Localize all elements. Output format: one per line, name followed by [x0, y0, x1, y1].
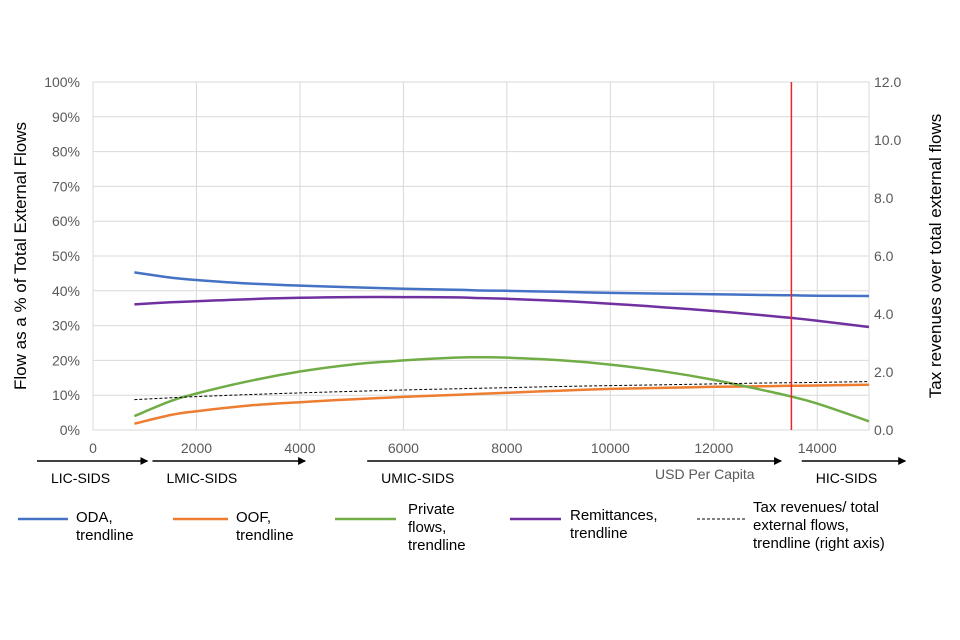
- y-right-tick-label: 0.0: [874, 422, 894, 438]
- x-tick-label: 14000: [798, 440, 837, 456]
- series-line-oof: [134, 383, 870, 425]
- legend-label-line: Private: [408, 501, 455, 518]
- y-right-tick-label: 4.0: [874, 306, 894, 322]
- y-left-tick-label: 40%: [52, 283, 80, 299]
- y-left-tick-label: 50%: [52, 248, 80, 264]
- y-left-tick-label: 30%: [52, 318, 80, 334]
- x-tick-label: 0: [89, 440, 97, 456]
- gridlines: [92, 81, 870, 431]
- legend-label-line: ODA,: [76, 509, 113, 526]
- y-right-tick-labels: 0.0 2.0 4.0 6.0 8.0 10.0 12.0: [874, 74, 901, 438]
- y-left-tick-label: 60%: [52, 213, 80, 229]
- legend-label-tax-revenues: Tax revenues/ total external flows, trendl…: [753, 499, 885, 552]
- y-right-tick-label: 8.0: [874, 190, 894, 206]
- y-left-tick-label: 10%: [52, 387, 80, 403]
- legend-label-line: Tax revenues/ total: [753, 499, 879, 516]
- income-group-arrows: LIC-SIDS LMIC-SIDS UMIC-SIDS HIC-SIDS: [37, 457, 907, 486]
- x-tick-label: 6000: [388, 440, 419, 456]
- income-group-label: HIC-SIDS: [816, 470, 877, 486]
- y-left-tick-label: 0%: [60, 422, 80, 438]
- y-left-tick-label: 90%: [52, 109, 80, 125]
- series-lines: [133, 271, 870, 425]
- legend-label-line: Remittances,: [570, 507, 658, 524]
- legend-label-oof: OOF, trendline: [236, 509, 294, 544]
- y-right-tick-label: 10.0: [874, 132, 901, 148]
- x-tick-label: 10000: [591, 440, 630, 456]
- income-group-label: LIC-SIDS: [51, 470, 110, 486]
- usd-per-capita-label: USD Per Capita: [655, 466, 755, 482]
- y-left-tick-label: 100%: [44, 74, 80, 90]
- y-left-tick-labels: 0% 10% 20% 30% 40% 50% 60% 70% 80% 90% 100%: [44, 74, 80, 438]
- legend-label-remittances: Remittances, trendline: [570, 507, 658, 542]
- legend-label-oda: ODA, trendline: [76, 509, 134, 544]
- legend-label-line: trendline: [570, 525, 628, 542]
- x-tick-label: 4000: [284, 440, 315, 456]
- legend-label-line: external flows,: [753, 517, 849, 534]
- legend-label-line: trendline: [236, 527, 294, 544]
- y-right-axis-title: Tax revenues over total external flows: [926, 114, 945, 398]
- y-left-tick-label: 80%: [52, 144, 80, 160]
- legend-label-line: trendline (right axis): [753, 535, 885, 552]
- x-tick-labels: 0 2000 4000 6000 8000 10000 12000 14000: [89, 440, 837, 456]
- x-tick-label: 2000: [181, 440, 212, 456]
- y-left-tick-label: 70%: [52, 178, 80, 194]
- plot-border: [92, 81, 870, 431]
- series-line-private-flows: [133, 356, 870, 423]
- y-left-axis-title: Flow as a % of Total External Flows: [11, 122, 30, 390]
- x-tick-label: 8000: [491, 440, 522, 456]
- legend-label-line: flows,: [408, 519, 446, 536]
- legend-label-line: trendline: [408, 537, 466, 554]
- income-group-label: UMIC-SIDS: [381, 470, 454, 486]
- y-right-tick-label: 12.0: [874, 74, 901, 90]
- y-left-tick-label: 20%: [52, 352, 80, 368]
- series-line-oda: [134, 271, 870, 298]
- y-right-tick-label: 2.0: [874, 364, 894, 380]
- y-right-tick-label: 6.0: [874, 248, 894, 264]
- income-group-label: LMIC-SIDS: [166, 470, 237, 486]
- x-tick-label: 12000: [694, 440, 733, 456]
- series-line-remittances: [134, 295, 870, 329]
- legend-label-line: trendline: [76, 527, 134, 544]
- legend-label-private-flows: Private flows, trendline: [408, 501, 466, 554]
- legend-label-line: OOF,: [236, 509, 271, 526]
